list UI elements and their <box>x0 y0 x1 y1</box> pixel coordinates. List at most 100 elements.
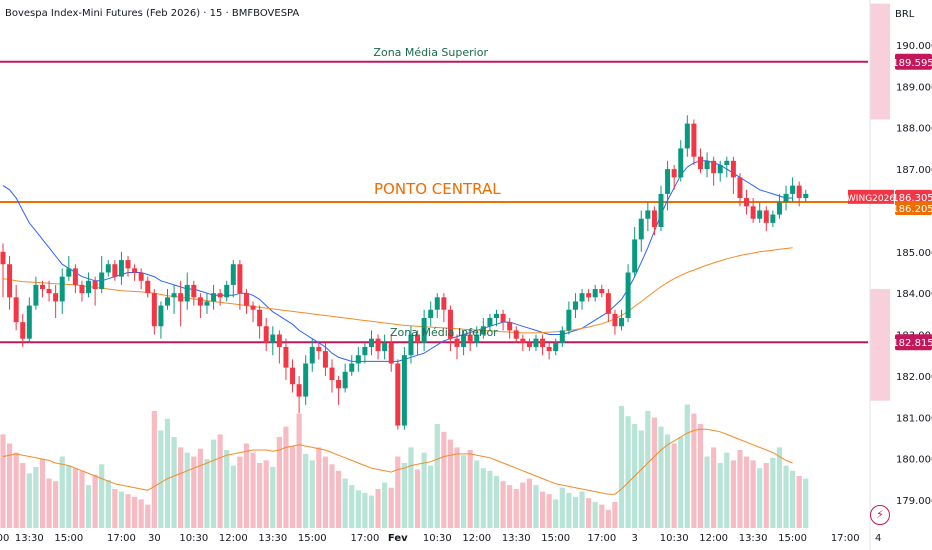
lightning-icon[interactable]: ⚡ <box>870 505 890 525</box>
volume-bar <box>13 452 19 528</box>
x-tick-label: 4 <box>875 533 881 544</box>
candle-body <box>362 346 368 356</box>
volume-bar <box>132 496 138 528</box>
candle-body <box>704 160 710 170</box>
candle-body <box>112 264 118 277</box>
volume-bar <box>59 456 65 528</box>
candle-body <box>638 218 644 240</box>
volume-bar <box>757 468 763 528</box>
volume-bar <box>447 439 454 528</box>
volume-bar <box>164 418 171 528</box>
candle-body <box>243 293 249 306</box>
x-tick-label: 12:00 <box>219 533 248 544</box>
y-tick-label: 184.000 <box>896 289 932 300</box>
volume-bar <box>737 450 743 528</box>
candle-body <box>803 193 809 199</box>
volume-bar <box>711 447 717 528</box>
central-price-text: 186.205 <box>892 204 932 215</box>
candle-body <box>474 334 480 343</box>
candle-body <box>592 289 598 298</box>
volume-bar <box>217 434 223 528</box>
volume-bar <box>375 489 381 528</box>
candle-body <box>382 342 388 352</box>
volume-ma <box>2 428 793 495</box>
candle-body <box>684 123 690 149</box>
candle-body <box>533 338 539 347</box>
candle-body <box>494 313 499 318</box>
candle-body <box>191 284 197 298</box>
candle-body <box>586 293 592 298</box>
level-price-tag <box>895 334 932 351</box>
level-text: Zona Média Inferior <box>390 326 498 339</box>
volume-bar <box>599 504 605 528</box>
volume-bar <box>105 479 111 528</box>
candle-body <box>92 280 98 290</box>
level-text: Zona Média Superior <box>373 46 488 59</box>
volume-bar <box>184 452 190 528</box>
volume-bar <box>296 413 302 528</box>
volume-bar <box>92 474 98 528</box>
x-tick-label: 00 <box>0 533 9 544</box>
volume-bar <box>316 447 322 528</box>
lower-zone-band <box>870 289 890 401</box>
volume-bar <box>796 476 802 528</box>
x-tick-label: 13:30 <box>15 533 44 544</box>
candle-body <box>211 293 217 302</box>
candle-body <box>158 305 164 327</box>
volume-bar <box>125 494 131 528</box>
x-tick-label: 10:30 <box>179 533 208 544</box>
y-tick-label: 190.000 <box>896 41 932 52</box>
volume-bar <box>204 459 210 528</box>
candle-body <box>559 330 565 343</box>
volume-bar <box>697 424 704 528</box>
volume-bar <box>559 487 565 528</box>
x-tick-label: 13:30 <box>739 533 768 544</box>
volume-bar <box>691 413 697 528</box>
volume-bar <box>651 417 658 528</box>
volume-bar <box>66 465 72 528</box>
currency-label[interactable]: BRL <box>895 9 915 20</box>
candle-body <box>619 318 625 327</box>
ma-slow-line <box>2 247 793 334</box>
volume-bar <box>257 463 263 528</box>
candle-body <box>487 318 493 327</box>
candle-body <box>744 198 750 207</box>
candle-body <box>118 260 124 277</box>
volume-bar <box>243 443 250 528</box>
candle-body <box>132 268 138 273</box>
candle-body <box>546 346 552 352</box>
x-tick-label: 15:00 <box>298 533 327 544</box>
x-tick-label: 17:00 <box>831 533 860 544</box>
y-tick-label: 189.000 <box>896 82 932 93</box>
candle-body <box>730 160 736 178</box>
volume-bar <box>605 509 611 528</box>
volume-bar <box>138 499 144 528</box>
candle-body <box>322 351 328 368</box>
candle-body <box>145 280 151 294</box>
candle-body <box>540 338 546 347</box>
volume-bar <box>151 411 157 528</box>
volume-bar <box>658 426 664 528</box>
candle-body <box>13 297 19 323</box>
volume-bar <box>467 450 473 528</box>
volume-bar <box>329 464 335 528</box>
candle-body <box>737 177 743 199</box>
volume-bar <box>618 405 625 528</box>
volume-bar <box>263 460 269 528</box>
candle-body <box>678 148 684 178</box>
volume-bar <box>743 456 750 528</box>
volume-bar <box>382 482 388 528</box>
volume-bar <box>421 452 427 528</box>
candle-body <box>526 342 532 347</box>
candle-body <box>447 309 453 339</box>
volume-bar <box>638 430 644 528</box>
x-tick-label: 17:00 <box>107 533 136 544</box>
volume-bar <box>20 463 26 528</box>
zone-bands <box>869 0 890 550</box>
volume-bar <box>362 492 368 528</box>
candle-body <box>33 284 39 306</box>
volume-bar <box>230 465 236 528</box>
volume-bar <box>572 496 579 528</box>
